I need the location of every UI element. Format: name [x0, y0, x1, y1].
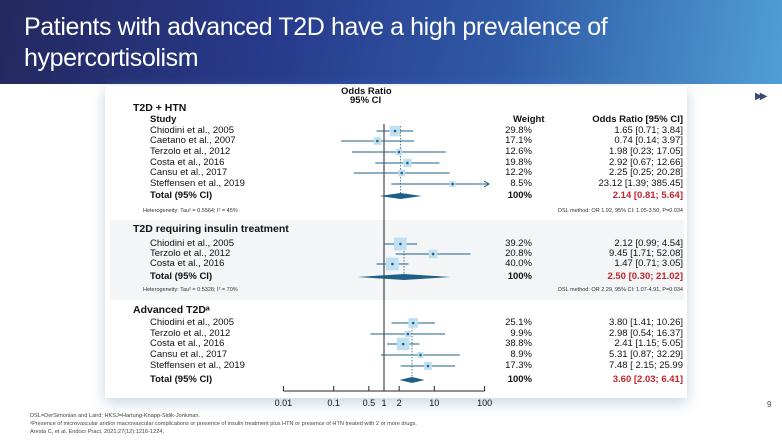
point-estimate	[419, 353, 422, 357]
study-or-ci: 1.98 [0.23; 17.05]	[609, 146, 683, 157]
study-name: Steffensen et al., 2019	[150, 360, 245, 371]
point-estimate	[397, 150, 401, 154]
section-title: T2D + HTN	[133, 102, 187, 114]
study-weight: 17.1%	[505, 135, 532, 146]
total-weight: 100%	[507, 374, 532, 385]
study-or-ci: 7.48 [ 2.15; 25.99	[609, 360, 683, 371]
study-weight: 8.5%	[510, 178, 532, 189]
study-name: Cansu et al., 2017	[150, 167, 228, 178]
pooled-diamond	[357, 274, 451, 280]
footnote-reference: Aresta C, et al. Endocr Pract. 2021;27(1…	[30, 429, 165, 435]
study-weight: 17.3%	[505, 360, 532, 371]
weight-header: Weight	[513, 114, 545, 125]
total-or-ci: 3.60 [2.03; 6.41]	[612, 374, 683, 385]
point-estimate	[391, 262, 394, 266]
study-weight: 19.8%	[505, 157, 532, 168]
or-header: Odds Ratio [95% CI]	[592, 114, 683, 125]
point-estimate	[431, 252, 435, 256]
study-or-ci: 2.98 [0.54; 16.37]	[609, 328, 683, 339]
study-weight: 20.8%	[505, 248, 532, 259]
total-or-ci: 2.14 [0.81; 5.64]	[612, 190, 683, 201]
study-or-ci: 2.92 [0.67; 12.66]	[609, 157, 683, 168]
study-name: Cansu et al., 2017	[150, 349, 228, 360]
study-or-ci: 3.80 [1.41; 10.26]	[609, 317, 683, 328]
point-estimate	[426, 364, 430, 368]
point-estimate	[376, 139, 379, 143]
study-name: Terzolo et al., 2012	[150, 328, 231, 339]
point-estimate	[406, 332, 410, 336]
footnote-definition: ᵃPresence of microvascular and/or macrov…	[30, 421, 417, 427]
point-estimate	[399, 242, 402, 246]
slide-header: Patients with advanced T2D have a high p…	[0, 0, 782, 84]
study-name: Caetano et al., 2007	[150, 135, 236, 146]
total-or-ci: 2.50 [0.30; 21.02]	[607, 271, 683, 282]
x-tick-label: 100	[477, 398, 493, 408]
total-weight: 100%	[507, 190, 532, 201]
study-name: Steffensen et al., 2019	[150, 178, 245, 189]
study-name: Chiodini et al., 2005	[150, 317, 234, 328]
x-tick-label: 0.01	[274, 398, 293, 408]
study-weight: 12.2%	[505, 167, 532, 178]
study-name: Terzolo et al., 2012	[150, 248, 231, 259]
slide-title: Patients with advanced T2D have a high p…	[24, 13, 608, 72]
study-or-ci: 2.25 [0.25; 20.28]	[609, 167, 683, 178]
section-title: T2D requiring insulin treatment	[133, 223, 289, 235]
study-or-ci: 23.12 [1.39; 385.45]	[598, 178, 683, 189]
point-estimate	[411, 321, 415, 325]
study-name: Chiodini et al., 2005	[150, 125, 234, 136]
study-name: Costa et al., 2016	[150, 258, 225, 269]
section-title: Advanced T2Dᵃ	[133, 304, 210, 316]
study-header: Study	[150, 114, 177, 125]
point-estimate	[400, 171, 404, 175]
fast-forward-icon[interactable]: ▶▶	[755, 91, 768, 102]
pooled-diamond	[399, 377, 425, 383]
study-or-ci: 0.74 [0.14; 3.97]	[614, 135, 683, 146]
footnote-abbrev: DSL=DerSimonian and Laird; HKSJ=Hartung-…	[30, 413, 201, 419]
total-label: Total (95% CI)	[150, 374, 213, 385]
study-or-ci: 1.47 [0.71; 3.05]	[614, 258, 683, 269]
total-label: Total (95% CI)	[150, 190, 213, 201]
point-estimate	[451, 182, 454, 186]
point-estimate	[401, 342, 405, 346]
total-label: Total (95% CI)	[150, 271, 213, 282]
study-weight: 38.8%	[505, 338, 532, 349]
x-tick-label: 1	[381, 398, 387, 408]
study-or-ci: 9.45 [1.71; 52.08]	[609, 248, 683, 259]
study-name: Chiodini et al., 2005	[150, 238, 234, 249]
x-tick-label: 0.5	[362, 398, 376, 408]
dsl-method-text: DSL method: OR 2.29, 95% CI: 1.07-4.91, …	[558, 287, 683, 293]
study-weight: 29.8%	[505, 125, 532, 136]
study-name: Costa et al., 2016	[150, 157, 225, 168]
pooled-diamond	[379, 193, 422, 199]
study-or-ci: 2.12 [0.99; 4.54]	[614, 238, 683, 249]
total-weight: 100%	[507, 271, 532, 282]
study-or-ci: 2.41 [1.15; 5.05]	[614, 338, 683, 349]
heterogeneity-text: Heterogeneity: Tau² = 0.5328; I² = 70%	[143, 287, 238, 293]
plot-subtitle: 95% CI	[350, 95, 382, 106]
study-or-ci: 1.65 [0.71; 3.84]	[614, 125, 683, 136]
study-name: Costa et al., 2016	[150, 338, 225, 349]
point-estimate	[406, 161, 409, 165]
study-or-ci: 5.31 [0.87; 32.29]	[609, 349, 683, 360]
x-tick-label: 0.1	[327, 398, 340, 408]
dsl-method-text: DSL method: OR 1.92, 95% CI: 1.05-3.50, …	[558, 208, 683, 214]
study-weight: 39.2%	[505, 238, 532, 249]
point-estimate	[393, 129, 397, 133]
study-weight: 25.1%	[505, 317, 532, 328]
study-weight: 8.9%	[510, 349, 532, 360]
heterogeneity-text: Heterogeneity: Tau² = 0.5564; I² = 45%	[143, 208, 238, 214]
study-weight: 9.9%	[510, 328, 532, 339]
study-name: Terzolo et al., 2012	[150, 146, 231, 157]
study-weight: 12.6%	[505, 146, 532, 157]
x-tick-label: 10	[429, 398, 440, 408]
page-number: 9	[767, 400, 772, 409]
study-weight: 40.0%	[505, 258, 532, 269]
x-tick-label: 2	[396, 398, 402, 408]
ci-arrow-icon	[483, 180, 490, 188]
plot-title: Odds Ratio	[341, 86, 392, 97]
